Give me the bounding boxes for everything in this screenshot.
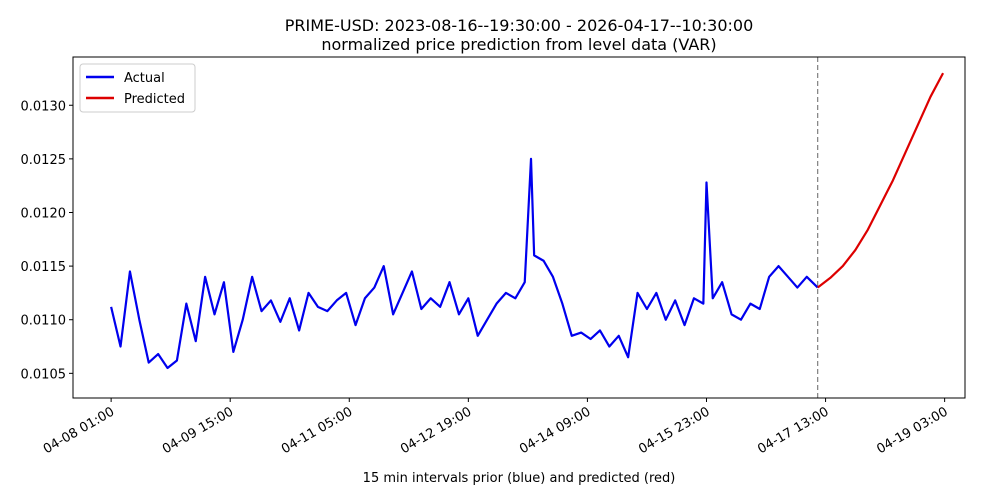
x-tick-label: 04-09 15:00 [160, 404, 236, 457]
x-tick-label: 04-19 03:00 [874, 404, 950, 457]
x-tick-label: 04-14 09:00 [517, 404, 593, 457]
line-series [817, 72, 945, 289]
y-tick-label: 0.0105 [21, 367, 67, 382]
y-tick-label: 0.0125 [21, 153, 67, 168]
y-tick-label: 0.0130 [21, 99, 67, 114]
legend-label: Actual [124, 71, 165, 86]
chart-title: PRIME-USD: 2023-08-16--19:30:00 - 2026-0… [285, 16, 754, 35]
y-tick-label: 0.0115 [21, 260, 67, 275]
plot-frame [72, 56, 966, 399]
line-series [110, 157, 819, 370]
x-tick-label: 04-11 05:00 [279, 404, 355, 457]
legend-label: Predicted [124, 92, 185, 107]
x-tick-label: 04-15 23:00 [636, 404, 712, 457]
chart-subtitle: normalized price prediction from level d… [321, 35, 716, 54]
x-tick-label: 04-12 19:00 [398, 404, 474, 457]
x-tick-label: 04-17 13:00 [755, 404, 831, 457]
x-tick-label: 04-08 01:00 [41, 404, 117, 457]
x-axis-label: 15 min intervals prior (blue) and predic… [363, 471, 676, 486]
y-tick-label: 0.0110 [21, 314, 67, 329]
y-tick-label: 0.0120 [21, 206, 67, 221]
